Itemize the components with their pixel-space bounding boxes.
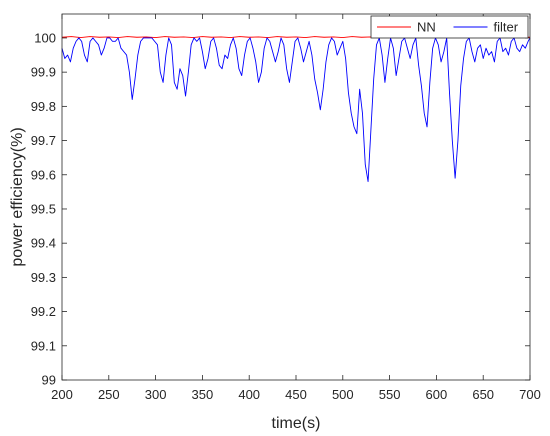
y-tick-label: 100 (34, 30, 56, 45)
x-tick-label: 300 (145, 387, 167, 402)
legend-label-filter: filter (494, 20, 519, 35)
x-tick-label: 600 (426, 387, 448, 402)
y-tick-label: 99.7 (31, 133, 56, 148)
y-axis-label: power efficiency(%) (9, 127, 26, 266)
y-tick-label: 99.2 (31, 304, 56, 319)
legend-label-nn: NN (417, 20, 436, 35)
x-tick-label: 250 (98, 387, 120, 402)
x-tick-label: 350 (192, 387, 214, 402)
y-tick-label: 99.4 (31, 236, 56, 251)
legend-box (370, 15, 529, 39)
y-tick-label: 99.5 (31, 201, 56, 216)
legend: NN filter (370, 15, 529, 39)
plot-area (62, 14, 530, 380)
x-tick-label: 400 (238, 387, 260, 402)
x-tick-label: 450 (285, 387, 307, 402)
y-tick-label: 99 (42, 373, 56, 388)
x-axis: 200 250 300 350 400 450 500 550 600 650 700 (51, 14, 541, 402)
series-line-filter (61, 37, 531, 183)
y-tick-label: 99.6 (31, 167, 56, 182)
x-tick-label: 200 (51, 387, 73, 402)
x-tick-label: 700 (519, 387, 541, 402)
x-tick-label: 650 (472, 387, 494, 402)
y-tick-label: 99.9 (31, 65, 56, 80)
y-axis: 99 99.1 99.2 99.3 99.4 99.5 99.6 99.7 99.8 99.9 10… (31, 30, 530, 388)
y-tick-label: 99.1 (31, 338, 56, 353)
x-tick-label: 500 (332, 387, 354, 402)
y-tick-label: 99.3 (31, 270, 56, 285)
x-tick-label: 550 (379, 387, 401, 402)
x-axis-label: time(s) (272, 415, 321, 432)
y-tick-label: 99.8 (31, 99, 56, 114)
